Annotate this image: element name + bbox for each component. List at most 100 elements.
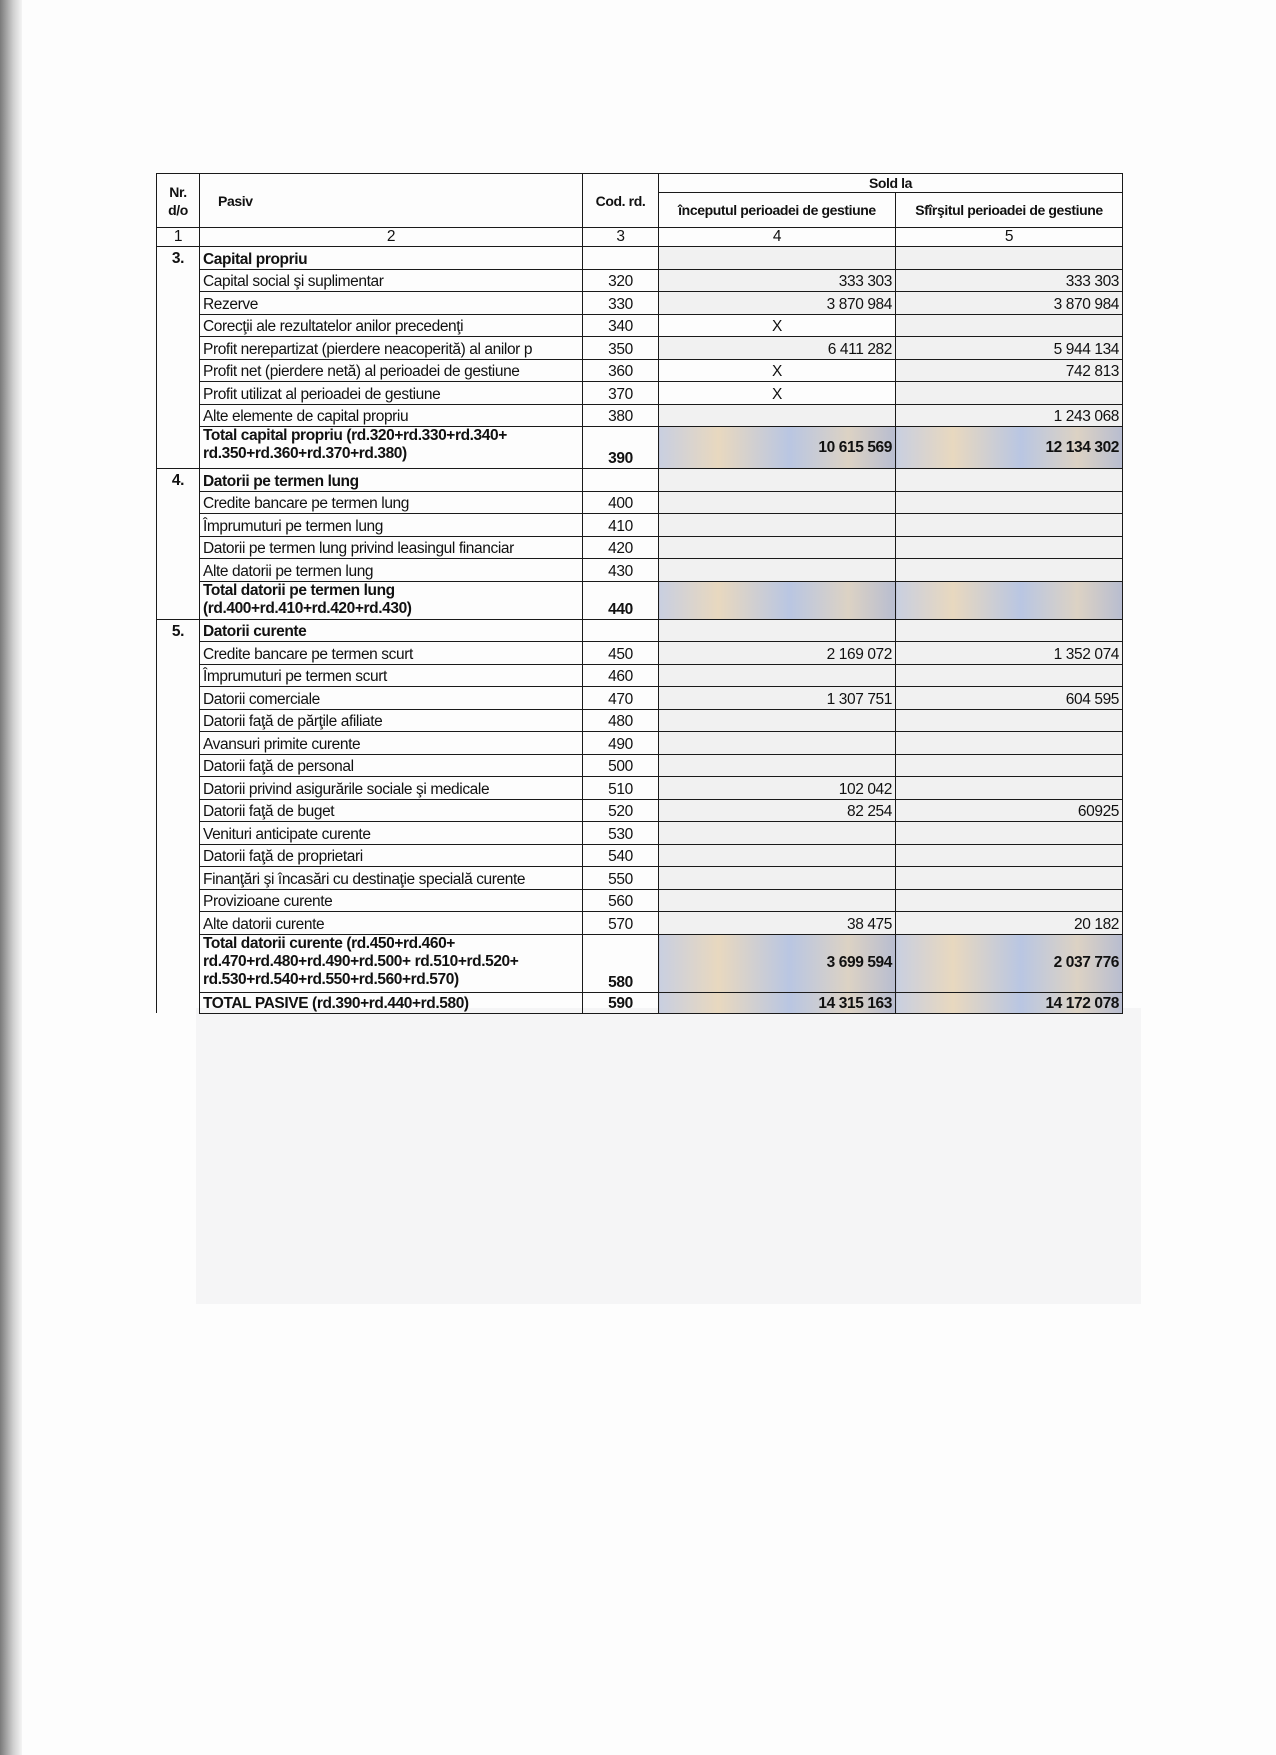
total-row: TOTAL PASIVE (rd.390+rd.440+rd.580) 590 14…	[157, 991, 1124, 1014]
table-row: Avansuri primite curente 490	[157, 731, 1124, 755]
value-start-period: X	[658, 313, 896, 337]
table-row: Datorii faţă de personal 500	[157, 753, 1124, 777]
value-end-period: 5 944 134	[894, 336, 1124, 360]
header-pasiv: Pasiv	[199, 173, 583, 228]
row-code: 390	[582, 426, 659, 469]
row-code: 570	[582, 911, 659, 935]
value-start-period	[658, 580, 896, 620]
row-label: Total datorii pe termen lung (rd.400+rd.…	[199, 580, 583, 620]
value-end-period	[894, 708, 1124, 732]
value-end-period: 14 172 078	[894, 991, 1124, 1014]
row-label: Datorii faţă de personal	[199, 753, 583, 777]
value-start-period	[658, 246, 896, 270]
table-row: Profit utilizat al perioadei de gestiune…	[157, 381, 1124, 405]
pasiv-balance-table: Nr. d/o Pasiv Cod. rd. Sold la începutul…	[156, 173, 1124, 1014]
row-code: 450	[582, 641, 659, 665]
table-row: Datorii pe termen lung privind leasingul…	[157, 535, 1124, 559]
row-code: 530	[582, 821, 659, 845]
table-row: Credite bancare pe termen scurt 450 2 169 …	[157, 641, 1124, 665]
col-number: 5	[894, 227, 1124, 247]
col-number: 4	[658, 227, 896, 247]
value-start-period: 3 699 594	[658, 933, 896, 993]
value-start-period: 102 042	[658, 776, 896, 800]
row-code: 320	[582, 268, 659, 292]
value-start-period	[658, 843, 896, 867]
row-label: Rezerve	[199, 291, 583, 315]
row-code: 550	[582, 866, 659, 890]
value-end-period: 2 037 776	[894, 933, 1124, 993]
row-code: 540	[582, 843, 659, 867]
col-number: 1	[156, 227, 200, 247]
value-end-period: 1 352 074	[894, 641, 1124, 665]
value-end-period	[894, 843, 1124, 867]
value-end-period	[894, 776, 1124, 800]
value-end-period: 3 870 984	[894, 291, 1124, 315]
scan-edge-shadow	[0, 0, 22, 1755]
row-label: Provizioane curente	[199, 888, 583, 912]
value-start-period: 333 303	[658, 268, 896, 292]
table-row: Provizioane curente 560	[157, 888, 1124, 912]
row-code: 420	[582, 535, 659, 559]
section-number: 5.	[156, 618, 200, 1013]
value-end-period	[894, 381, 1124, 405]
value-start-period: 82 254	[658, 798, 896, 822]
value-end-period	[894, 753, 1124, 777]
row-code: 430	[582, 558, 659, 582]
table-row: Credite bancare pe termen lung 400	[157, 490, 1124, 514]
row-label: Datorii curente	[199, 618, 583, 642]
row-label: Capital propriu	[199, 246, 583, 270]
table-row: Venituri anticipate curente 530	[157, 821, 1124, 845]
row-code: 490	[582, 731, 659, 755]
value-start-period	[658, 708, 896, 732]
header-col5: Sfîrşitul perioadei de gestiune	[894, 192, 1124, 228]
section-heading-row: 5. Datorii curente	[156, 618, 1124, 1013]
value-end-period	[894, 731, 1124, 755]
row-label: Datorii comerciale	[199, 686, 583, 710]
row-label: Datorii pe termen lung privind leasingul…	[199, 535, 583, 559]
value-start-period: X	[658, 381, 896, 405]
value-end-period: 604 595	[894, 686, 1124, 710]
total-row: Total capital propriu (rd.320+rd.330+rd.…	[157, 426, 1124, 469]
row-code: 340	[582, 313, 659, 337]
table-row: Alte elemente de capital propriu 380 1 243…	[157, 403, 1124, 427]
row-code: 560	[582, 888, 659, 912]
value-start-period	[658, 403, 896, 427]
table-row: Împrumuturi pe termen scurt 460	[157, 663, 1124, 687]
table-row: Datorii faţă de părţile afiliate 480	[157, 708, 1124, 732]
value-end-period: 333 303	[894, 268, 1124, 292]
value-start-period	[658, 468, 896, 492]
value-end-period	[894, 618, 1124, 642]
header-col4: începutul perioadei de gestiune	[658, 192, 896, 228]
value-end-period: 742 813	[894, 358, 1124, 382]
row-label: Împrumuturi pe termen lung	[199, 513, 583, 537]
total-row: Total datorii curente (rd.450+rd.460+ rd…	[157, 933, 1124, 993]
value-start-period	[658, 490, 896, 514]
value-end-period	[894, 246, 1124, 270]
value-end-period	[894, 468, 1124, 492]
row-label: Venituri anticipate curente	[199, 821, 583, 845]
row-label: Datorii faţă de părţile afiliate	[199, 708, 583, 732]
row-code: 590	[582, 991, 659, 1014]
table-row: Profit nerepartizat (pierdere neacoperit…	[157, 336, 1124, 360]
value-end-period: 1 243 068	[894, 403, 1124, 427]
value-end-period	[894, 866, 1124, 890]
table-row: Datorii faţă de buget 520 82 254 60925	[157, 798, 1124, 822]
value-start-period	[658, 663, 896, 687]
value-start-period	[658, 888, 896, 912]
header-cod: Cod. rd.	[582, 173, 659, 228]
value-start-period	[658, 558, 896, 582]
table-row: Capital social şi suplimentar 320 333 303 3…	[157, 268, 1124, 292]
row-code: 460	[582, 663, 659, 687]
row-code: 470	[582, 686, 659, 710]
value-end-period	[894, 580, 1124, 620]
table-row: Datorii comerciale 470 1 307 751 604 595	[157, 686, 1124, 710]
table-row: Rezerve 330 3 870 984 3 870 984	[157, 291, 1124, 315]
header-sold-la: Sold la	[657, 173, 1124, 193]
value-end-period	[894, 313, 1124, 337]
value-end-period	[894, 535, 1124, 559]
value-start-period: 3 870 984	[658, 291, 896, 315]
row-label: Credite bancare pe termen scurt	[199, 641, 583, 665]
row-code: 510	[582, 776, 659, 800]
value-start-period	[658, 866, 896, 890]
section-number: 4.	[156, 468, 200, 619]
